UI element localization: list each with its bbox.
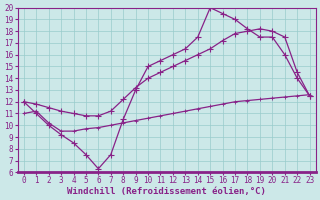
X-axis label: Windchill (Refroidissement éolien,°C): Windchill (Refroidissement éolien,°C): [67, 187, 266, 196]
